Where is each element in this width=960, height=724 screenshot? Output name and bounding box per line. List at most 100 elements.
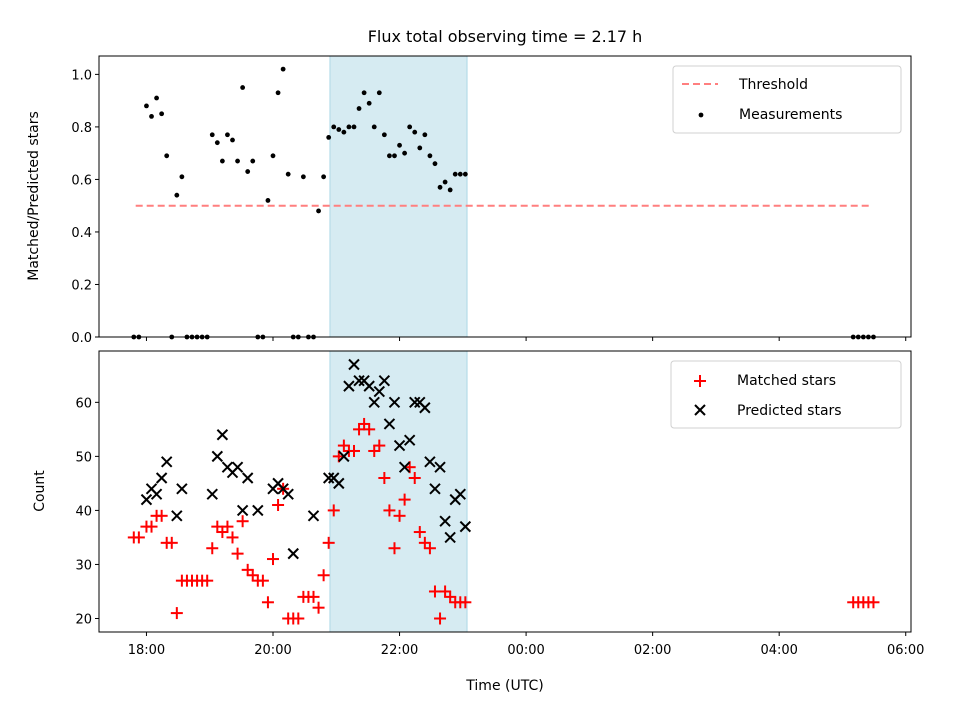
measurement-point <box>341 129 347 135</box>
x-tick-label: 04:00 <box>760 643 797 658</box>
matched-star-point <box>423 542 436 555</box>
predicted-star-point <box>424 456 436 468</box>
measurement-point <box>300 174 306 180</box>
matched-star-point <box>226 531 239 544</box>
measurement-point <box>361 90 367 96</box>
matched-star-point <box>165 536 178 549</box>
x-tick-label: 02:00 <box>634 643 671 658</box>
matched-star-point <box>327 504 340 517</box>
legend-threshold-label: Threshold <box>738 77 808 93</box>
matched-star-point <box>145 520 158 533</box>
matched-star-point <box>347 444 360 457</box>
measurement-point <box>225 132 230 138</box>
predicted-star-point <box>348 358 360 371</box>
matched-star-point <box>211 520 224 533</box>
measurement-point <box>285 171 291 177</box>
measurement-point <box>240 85 246 90</box>
predicted-star-point <box>444 531 456 544</box>
measurement-point <box>376 90 382 96</box>
measurement-point <box>442 179 448 185</box>
predicted-star-point <box>373 385 386 398</box>
bottom-legend-frame <box>670 360 902 429</box>
measurement-point <box>422 132 428 138</box>
bottom-plot-area <box>127 358 880 625</box>
matched-star-point <box>317 569 330 582</box>
y-tick-label: 30 <box>75 558 92 573</box>
predicted-star-point <box>307 510 320 522</box>
matched-star-point <box>439 585 452 598</box>
predicted-star-point <box>353 375 365 387</box>
matched-star-point <box>241 563 254 576</box>
measurement-point <box>250 158 256 164</box>
top-axes-frame <box>98 55 912 338</box>
top-y-axis-label: Matched/Predicted stars <box>26 111 42 281</box>
matched-star-point <box>413 526 426 539</box>
top-legend: Threshold Measurements <box>672 65 902 134</box>
legend-measurements-dot-icon <box>698 112 704 118</box>
measurement-point <box>346 124 352 130</box>
measurement-point <box>457 171 463 177</box>
x-axis-label: Time (UTC) <box>465 678 543 694</box>
y-tick-label: 20 <box>75 612 92 627</box>
matched-star-point <box>459 596 472 609</box>
bottom-x-axis: 18:00 20:00 22:00 00:00 02:00 04:00 06:00 <box>128 632 924 658</box>
predicted-star-point <box>454 488 466 500</box>
measurement-point <box>417 145 423 151</box>
measurement-point <box>402 150 408 156</box>
measurement-point <box>356 106 362 111</box>
matched-star-point <box>155 509 168 522</box>
measurement-point <box>164 153 170 159</box>
predicted-star-point <box>419 402 431 414</box>
predicted-star-point <box>241 472 254 484</box>
matched-star-point <box>373 439 386 452</box>
y-tick-label: 0.0 <box>71 331 92 346</box>
x-tick-label: 20:00 <box>254 643 291 658</box>
predicted-star-point <box>150 488 163 500</box>
x-tick-label: 18:00 <box>128 643 165 658</box>
measurement-point <box>397 142 402 148</box>
matched-star-point <box>867 596 880 609</box>
predicted-star-point <box>459 520 472 533</box>
predicted-star-point <box>231 461 244 473</box>
matched-star-point <box>261 596 274 609</box>
matched-star-point <box>292 612 305 625</box>
matched-star-point <box>267 553 279 566</box>
matched-star-point <box>132 531 145 544</box>
matched-star-point <box>363 423 376 436</box>
matched-star-point <box>246 569 259 582</box>
y-tick-label: 0.2 <box>71 278 92 293</box>
matched-star-point <box>201 574 214 587</box>
measurement-point <box>174 192 180 198</box>
legend-predicted-label: Predicted stars <box>737 403 842 419</box>
predicted-star-point <box>434 461 446 473</box>
legend-matched-label: Matched stars <box>737 373 836 389</box>
measurement-point <box>230 137 235 143</box>
top-panel: 0.0 0.2 0.4 0.6 0.8 1.0 Matched/Predicted sta… <box>26 55 912 346</box>
predicted-star-point <box>338 450 350 463</box>
measurement-point <box>392 153 397 159</box>
legend-measurements-label: Measurements <box>739 107 842 123</box>
matched-star-point <box>388 542 401 555</box>
predicted-star-point <box>333 477 345 490</box>
predicted-star-point <box>368 396 380 409</box>
measurement-point <box>437 184 443 190</box>
bottom-panel: 20 30 40 50 60 18:00 20:00 22:00 00:00 02:00 04:0… <box>32 350 924 694</box>
measurement-point <box>179 174 185 180</box>
top-legend-frame <box>672 65 902 134</box>
measurement-point <box>462 171 468 177</box>
measurement-point <box>275 90 281 96</box>
matched-star-point <box>256 574 269 587</box>
matched-star-point <box>307 590 320 603</box>
matched-star-point <box>216 526 229 539</box>
predicted-star-point <box>409 396 421 409</box>
predicted-star-point <box>429 483 441 495</box>
matched-star-point <box>312 601 325 614</box>
predicted-star-point <box>216 429 229 441</box>
y-tick-label: 60 <box>75 396 92 411</box>
matched-star-point <box>236 515 249 528</box>
matched-star-point <box>378 471 391 484</box>
y-tick-label: 0.6 <box>71 173 92 188</box>
matched-star-point <box>221 520 234 533</box>
measurement-point <box>381 132 387 138</box>
